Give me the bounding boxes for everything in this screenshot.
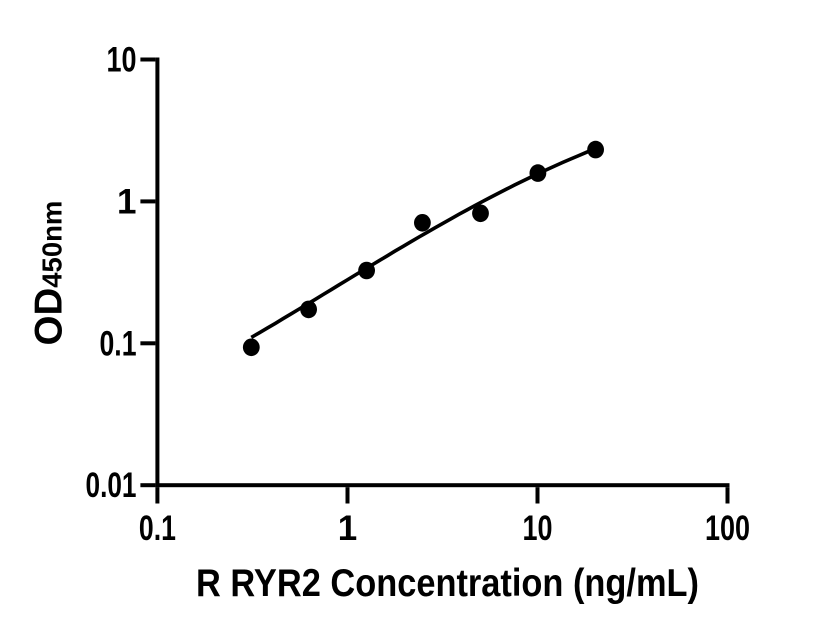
svg-text:R RYR2 Concentration (ng/mL): R RYR2 Concentration (ng/mL) bbox=[196, 562, 699, 605]
svg-text:0.1: 0.1 bbox=[100, 324, 137, 363]
svg-text:0.1: 0.1 bbox=[139, 509, 176, 548]
svg-text:10: 10 bbox=[523, 509, 553, 548]
svg-text:10: 10 bbox=[107, 41, 137, 80]
svg-text:0.01: 0.01 bbox=[86, 466, 137, 505]
svg-text:1: 1 bbox=[338, 509, 357, 548]
svg-text:1: 1 bbox=[117, 182, 136, 221]
svg-text:100: 100 bbox=[705, 509, 750, 548]
